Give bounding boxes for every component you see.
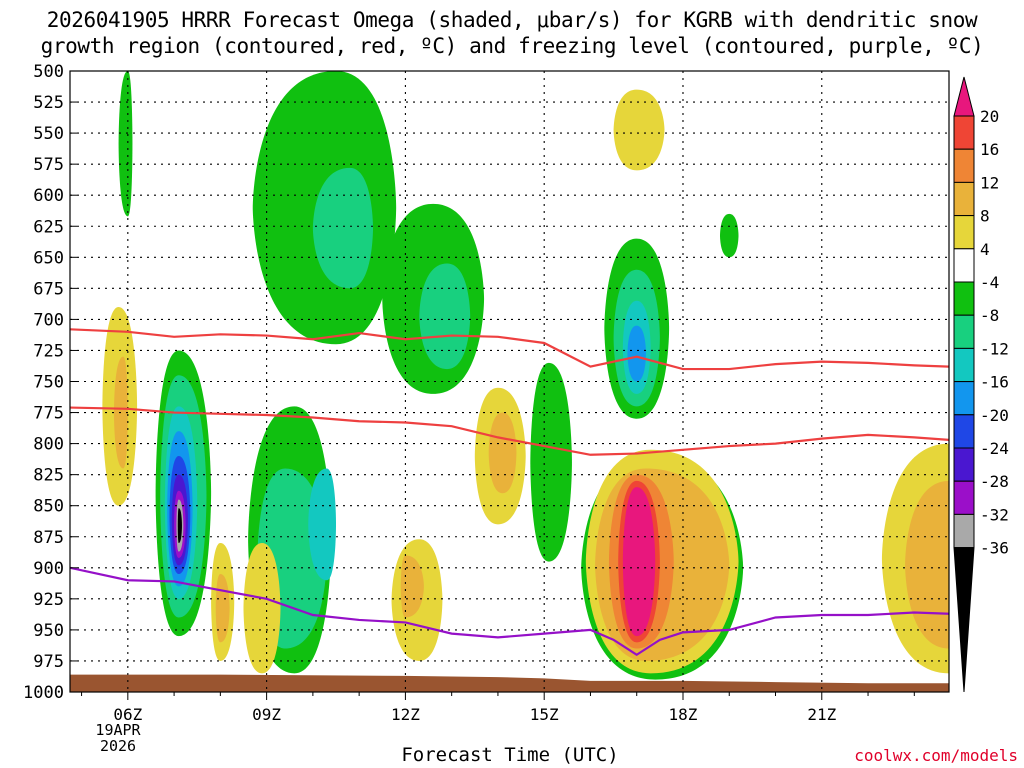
colorbar-label-6: -8 xyxy=(980,306,999,325)
y-tick-label-925: 925 xyxy=(33,590,64,610)
colorbar-top-arrow xyxy=(953,76,975,117)
contour-lines xyxy=(70,328,949,657)
x-axis-label: Forecast Time (UTC) xyxy=(401,744,619,766)
omega-region-38 xyxy=(719,213,739,258)
dgz-upper-contour xyxy=(70,328,949,371)
chart-title-line-2: growth region (contoured, red, ºC) and f… xyxy=(40,34,984,58)
freezing-level-contour xyxy=(70,566,949,657)
colorbar-label-4: 4 xyxy=(980,240,990,259)
y-tick-label-775: 775 xyxy=(33,404,64,424)
date-label-year: 2026 xyxy=(99,737,137,755)
y-tick-label-500: 500 xyxy=(33,62,64,82)
colorbar-segment-5 xyxy=(953,248,975,283)
omega-region-0 xyxy=(118,71,133,217)
y-tick-label-750: 750 xyxy=(33,373,64,393)
x-tick-label-15Z: 15Z xyxy=(530,705,559,724)
omega-region-13 xyxy=(177,508,182,543)
colorbar-label-1: 16 xyxy=(980,140,999,159)
colorbar-label-7: -12 xyxy=(980,339,1009,358)
y-tick-label-1000: 1000 xyxy=(23,683,64,703)
y-tick-label-725: 725 xyxy=(33,341,64,361)
colorbar-label-2: 12 xyxy=(980,173,999,192)
chart-title-line-1: 2026041905 HRRR Forecast Omega (shaded, … xyxy=(46,8,978,32)
x-tick-label-06Z: 06Z xyxy=(113,705,142,724)
colorbar-label-11: -28 xyxy=(980,472,1009,491)
colorbar-label-8: -16 xyxy=(980,373,1009,392)
plot-frame xyxy=(69,70,950,693)
colorbar-segment-13 xyxy=(953,513,975,549)
omega-region-2 xyxy=(312,167,374,289)
y-tick-label-625: 625 xyxy=(33,217,64,237)
omega-region-26 xyxy=(530,362,572,562)
dgz-lower-contour xyxy=(70,406,949,456)
colorbar-label-3: 8 xyxy=(980,207,990,226)
colorbar-segment-10 xyxy=(953,414,975,449)
colorbar-label-5: -4 xyxy=(980,273,999,292)
terrain-fill xyxy=(70,674,949,692)
date-label-day: 19APR xyxy=(95,721,141,739)
omega-region-37 xyxy=(627,325,646,382)
colorbar-segment-11 xyxy=(953,447,975,482)
colorbar: 20 16 12 8 4 -4 -8 -12 -16 -20 -24 -28 -32 -36 xyxy=(953,76,1009,693)
omega-region-16 xyxy=(308,468,337,581)
omega-shading xyxy=(102,71,949,680)
colorbar-bottom-arrow xyxy=(953,547,975,693)
colorbar-segment-12 xyxy=(953,480,975,515)
x-tick-label-18Z: 18Z xyxy=(669,705,698,724)
y-tick-label-975: 975 xyxy=(33,652,64,672)
y-tick-label-600: 600 xyxy=(33,186,64,206)
y-tick-label-850: 850 xyxy=(33,497,64,517)
omega-region-40 xyxy=(905,480,949,649)
y-tick-label-875: 875 xyxy=(33,528,64,548)
y-tick-label-550: 550 xyxy=(33,124,64,144)
y-tick-label-800: 800 xyxy=(33,435,64,455)
x-tick-label-09Z: 09Z xyxy=(252,705,281,724)
colorbar-segment-6 xyxy=(953,281,975,316)
colorbar-label-9: -20 xyxy=(980,406,1009,425)
axes: 500 525 550 575 600 625 650 675 700 725 750 775 800 8… xyxy=(23,62,950,724)
colorbar-segment-2 xyxy=(953,148,975,183)
colorbar-label-10: -24 xyxy=(980,439,1009,458)
terrain-layer xyxy=(70,674,949,692)
colorbar-segment-9 xyxy=(953,381,975,416)
colorbar-label-0: 20 xyxy=(980,107,999,126)
y-tick-label-900: 900 xyxy=(33,559,64,579)
colorbar-label-13: -36 xyxy=(980,539,1009,558)
colorbar-label-12: -32 xyxy=(980,505,1009,524)
colorbar-segment-4 xyxy=(953,215,975,250)
y-tick-label-700: 700 xyxy=(33,310,64,330)
omega-region-25 xyxy=(488,412,517,494)
gridlines xyxy=(70,71,949,692)
colorbar-segment-3 xyxy=(953,181,975,217)
colorbar-segment-7 xyxy=(953,314,975,349)
omega-region-17 xyxy=(243,542,281,674)
omega-region-32 xyxy=(622,487,656,637)
colorbar-segment-8 xyxy=(953,347,975,383)
y-tick-label-675: 675 xyxy=(33,279,64,299)
y-tick-label-825: 825 xyxy=(33,466,64,486)
omega-region-23 xyxy=(400,555,424,618)
x-tick-label-12Z: 12Z xyxy=(391,705,420,724)
credit-link[interactable]: coolwx.com/models xyxy=(854,746,1018,765)
colorbar-segment-1 xyxy=(953,115,975,150)
y-tick-label-575: 575 xyxy=(33,155,64,175)
y-tick-label-525: 525 xyxy=(33,93,64,113)
y-tick-label-650: 650 xyxy=(33,248,64,268)
omega-region-33 xyxy=(613,89,665,171)
omega-region-21 xyxy=(419,263,471,370)
y-tick-label-950: 950 xyxy=(33,621,64,641)
x-tick-label-21Z: 21Z xyxy=(807,705,836,724)
